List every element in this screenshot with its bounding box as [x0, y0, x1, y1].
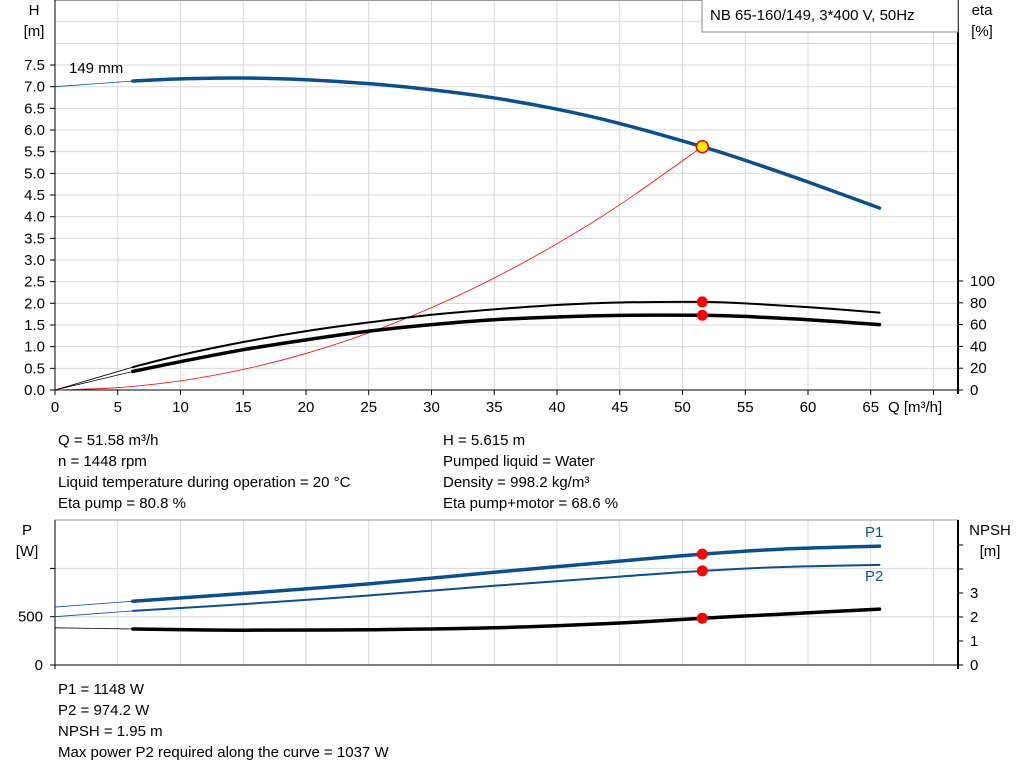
p2-label: P2 — [865, 568, 883, 585]
eta-pump-curve-extension — [54, 366, 133, 391]
y2-tick-label: 40 — [970, 338, 987, 355]
duty-point-marker — [695, 139, 710, 154]
y2-tick-label: 20 — [970, 360, 987, 377]
p1-curve — [131, 544, 882, 603]
y-tick-label: 4.0 — [24, 209, 45, 226]
y-tick-label: 3.5 — [24, 230, 45, 247]
bottom-plot-frame — [54, 519, 959, 666]
x-tick-label: 45 — [611, 399, 628, 416]
x-tick-label: 30 — [423, 399, 440, 416]
curve-label: 149 mm — [69, 60, 123, 77]
y-axis-unit: [m] — [24, 23, 45, 40]
info-max-p2: Max power P2 required along the curve = … — [58, 744, 389, 761]
y-tick-label: 2.5 — [24, 274, 45, 291]
x-tick-label: 10 — [172, 399, 189, 416]
title-box — [701, 0, 959, 33]
info-top-right: H = 5.615 m Pumped liquid = Water Densit… — [443, 430, 618, 514]
eta-pump-motor-curve — [131, 313, 882, 374]
x-tick-label: 65 — [862, 399, 879, 416]
npsh-axis-label: NPSH — [969, 522, 1011, 539]
head-curve — [131, 76, 882, 210]
y-tick-label: 3.0 — [24, 252, 45, 269]
y-tick-label: 0.0 — [24, 382, 45, 399]
eta-pump-motor-curve-extension — [54, 371, 133, 391]
y-tick-label: 7.0 — [24, 79, 45, 96]
x-tick-label: 0 — [51, 399, 59, 416]
p-tick-label: 500 — [18, 609, 43, 626]
info-liquid: Pumped liquid = Water — [443, 453, 595, 470]
y-axis-label: H — [29, 2, 40, 19]
npsh-curve — [131, 607, 882, 632]
info-eta-pump: Eta pump = 80.8 % — [58, 495, 186, 512]
p-axis-unit: [W] — [16, 543, 39, 560]
eta-pump-duty-marker — [696, 296, 708, 308]
info-p1: P1 = 1148 W — [58, 681, 145, 698]
system-curve — [54, 146, 703, 391]
y-tick-label: 4.5 — [24, 187, 45, 204]
info-h: H = 5.615 m — [443, 432, 526, 449]
x-tick-label: 40 — [549, 399, 566, 416]
y-tick-label: 5.5 — [24, 144, 45, 161]
info-eta-pump-motor: Eta pump+motor = 68.6 % — [443, 495, 619, 512]
info-npsh: NPSH = 1.95 m — [58, 723, 163, 740]
x-tick-label: 60 — [800, 399, 817, 416]
chart-title: NB 65-160/149, 3*400 V, 50Hz — [710, 7, 915, 24]
x-tick-label: 15 — [235, 399, 252, 416]
npsh-tick-label: 0 — [970, 657, 978, 674]
p1-duty-marker — [696, 548, 708, 560]
y2-tick-label: 100 — [970, 273, 995, 290]
p2-curve-extension — [54, 610, 133, 618]
y-tick-label: 6.5 — [24, 100, 45, 117]
x-axis-label: Q [m³/h] — [888, 399, 942, 416]
info-bottom: P1 = 1148 W P2 = 974.2 W NPSH = 1.95 m M… — [58, 679, 389, 763]
p1-label: P1 — [865, 524, 883, 541]
eta-pump-motor-duty-marker — [696, 309, 708, 321]
x-tick-label: 25 — [360, 399, 377, 416]
x-tick-label: 5 — [114, 399, 122, 416]
info-p2: P2 = 974.2 W — [58, 702, 150, 719]
y2-axis-unit: [%] — [971, 23, 993, 40]
eta-pump-curve — [131, 300, 881, 369]
x-tick-label: 20 — [298, 399, 315, 416]
y-tick-label: 7.5 — [24, 57, 45, 74]
npsh-tick-label: 2 — [970, 609, 978, 626]
x-tick-label: 35 — [486, 399, 503, 416]
p-tick-label: 0 — [35, 657, 43, 674]
y-tick-label: 1.0 — [24, 339, 45, 356]
info-temp: Liquid temperature during operation = 20… — [58, 474, 351, 491]
y2-tick-label: 60 — [970, 317, 987, 334]
npsh-tick-label: 3 — [970, 585, 978, 602]
npsh-tick-label: 1 — [970, 633, 978, 650]
y-tick-label: 6.0 — [24, 122, 45, 139]
y2-tick-label: 0 — [970, 382, 978, 399]
y-tick-label: 5.0 — [24, 165, 45, 182]
y-tick-label: 1.5 — [24, 317, 45, 334]
npsh-curve-extension — [54, 627, 133, 630]
x-tick-label: 50 — [674, 399, 691, 416]
y-tick-label: 2.0 — [24, 295, 45, 312]
head-curve-extension — [54, 80, 133, 88]
p1-curve-extension — [54, 600, 133, 608]
p2-curve — [131, 563, 881, 612]
info-density: Density = 998.2 kg/m³ — [443, 474, 590, 491]
x-tick-label: 55 — [737, 399, 754, 416]
y2-axis-label: eta — [972, 2, 994, 19]
p-axis-label: P — [22, 522, 32, 539]
npsh-duty-marker — [696, 612, 708, 624]
p2-duty-marker — [696, 565, 708, 577]
info-n: n = 1448 rpm — [58, 453, 147, 470]
info-q: Q = 51.58 m³/h — [58, 432, 159, 449]
npsh-axis-unit: [m] — [980, 543, 1001, 560]
y2-tick-label: 80 — [970, 295, 987, 312]
info-top-left: Q = 51.58 m³/h n = 1448 rpm Liquid tempe… — [58, 430, 350, 514]
y-tick-label: 0.5 — [24, 360, 45, 377]
